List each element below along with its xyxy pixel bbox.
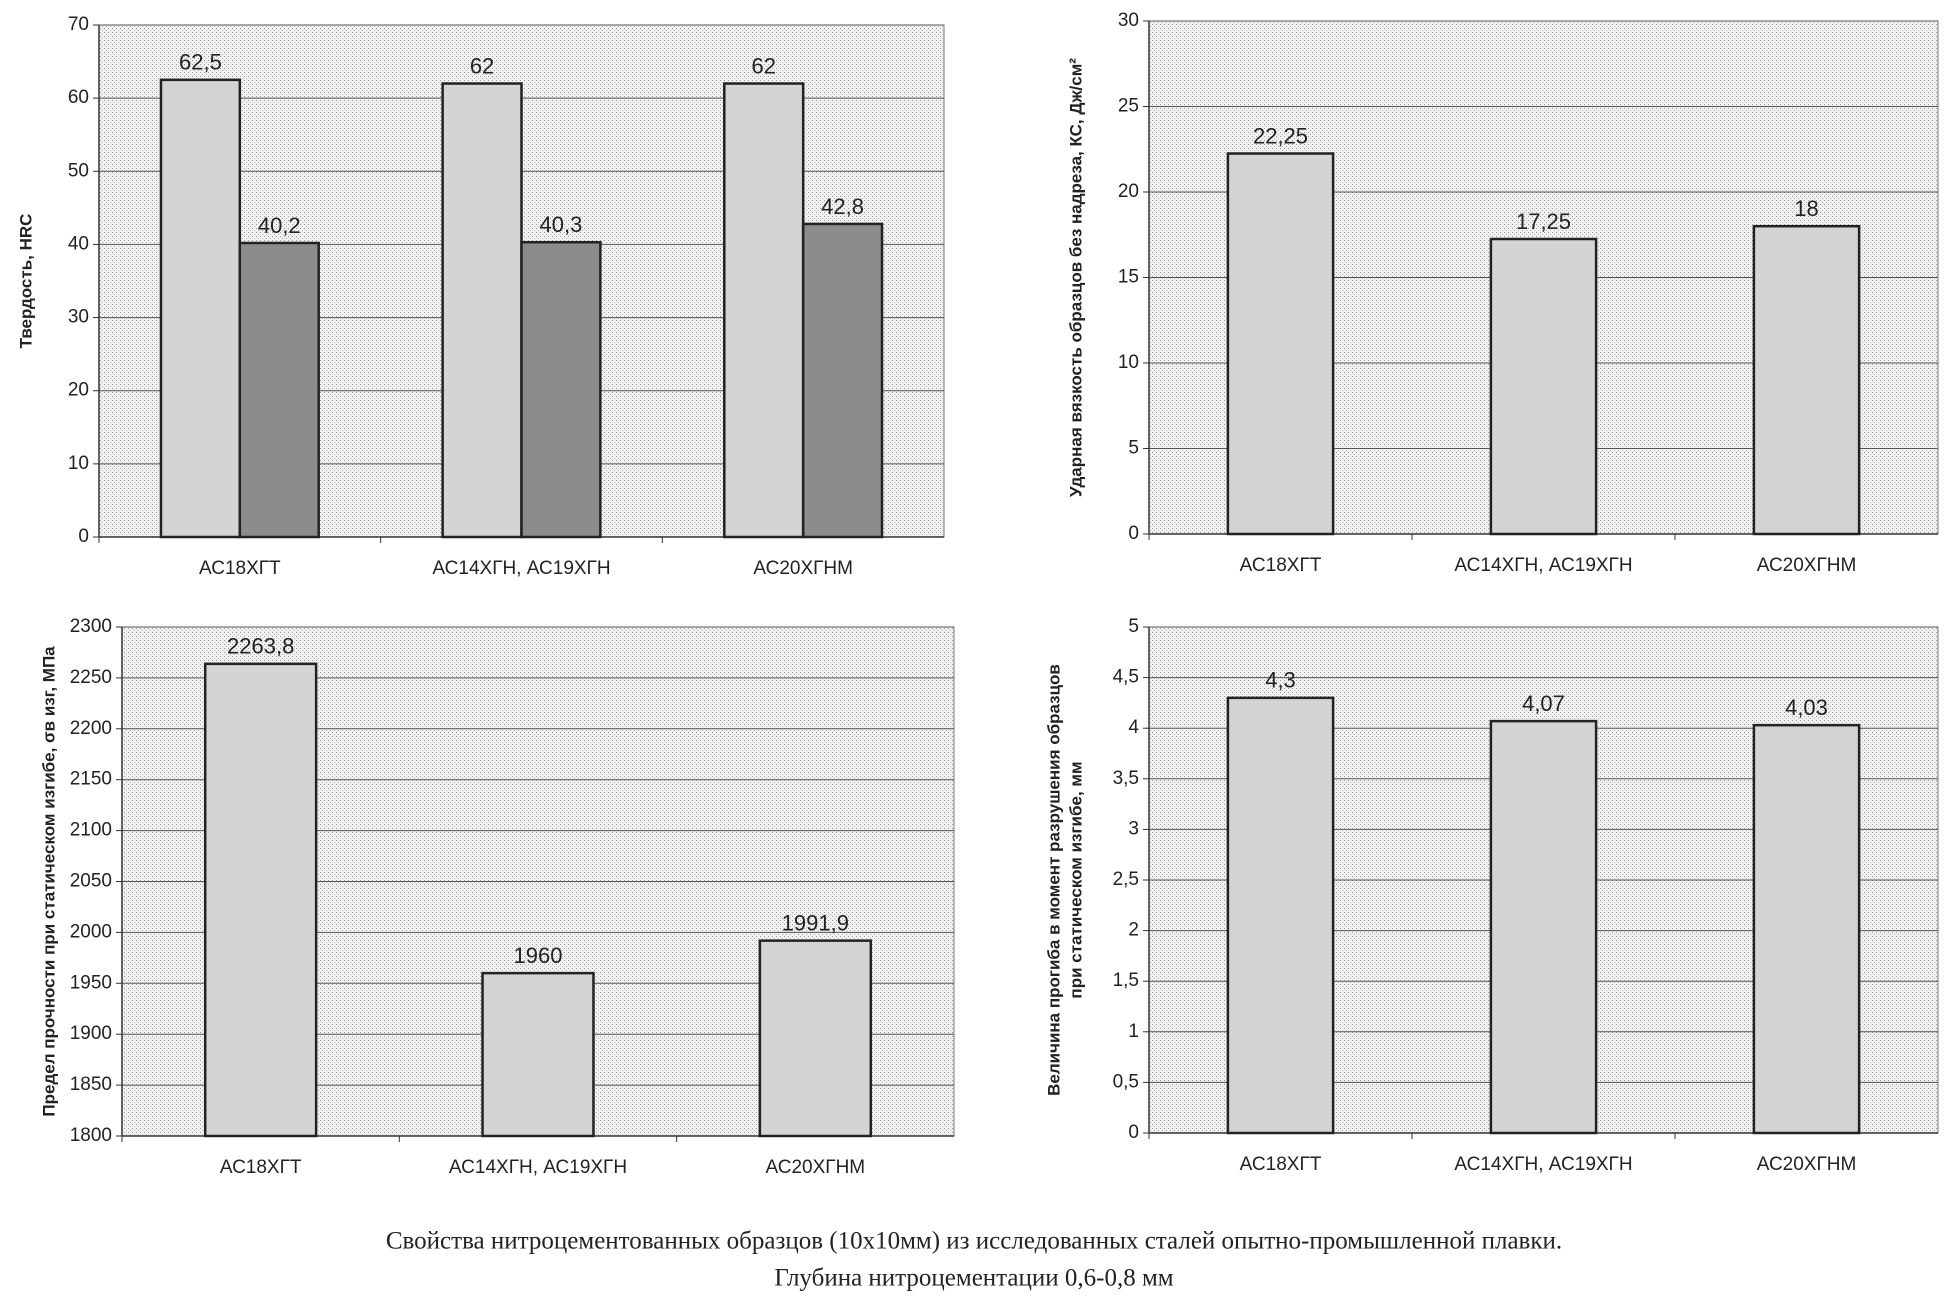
y-tick-label: 5 [1128,616,1139,637]
x-tick-label: АС20ХГНМ [766,1157,866,1178]
x-tick-label: АС18ХГТ [220,1157,302,1178]
value-label: 18 [1794,196,1818,221]
y-tick-label: 2 [1128,920,1139,941]
value-label: 40,3 [540,212,583,237]
y-axis-label: Твердость, HRC [16,214,35,349]
x-tick-label: АС18ХГТ [1240,555,1322,576]
bar [240,243,319,537]
caption: Свойства нитроцементованных образцов (10… [386,1228,1562,1255]
y-tick-label: 15 [1118,267,1139,288]
bar [1754,725,1859,1133]
x-tick-label: АС20ХГНМ [753,558,853,579]
value-label: 4,07 [1522,691,1565,716]
y-axis-label: Ударная вязкость образцов без надреза, К… [1066,58,1085,497]
value-label: 17,25 [1516,209,1571,234]
value-label: 1991,9 [782,910,849,935]
y-tick-label: 30 [1118,10,1139,31]
value-label: 2263,8 [227,634,294,659]
bar [483,973,594,1136]
y-tick-label: 2050 [70,871,112,892]
y-tick-label: 1 [1128,1021,1139,1042]
y-tick-label: 0 [1128,1122,1139,1143]
y-tick-label: 30 [68,307,89,328]
bar [443,84,522,537]
value-label: 4,03 [1785,695,1828,720]
y-tick-label: 2100 [70,820,112,841]
bar [161,80,240,537]
value-label: 62 [470,53,494,78]
x-tick-label: АС14ХГН, АС19ХГН [1454,555,1632,576]
x-tick-label: АС14ХГН, АС19ХГН [449,1157,627,1178]
y-tick-label: 20 [68,380,89,401]
y-tick-label: 70 [68,14,89,35]
value-label: 40,2 [258,213,301,238]
x-tick-label: АС14ХГН, АС19ХГН [432,558,610,579]
y-tick-label: 4 [1128,717,1139,738]
x-tick-label: АС20ХГНМ [1757,555,1857,576]
y-tick-label: 25 [1118,96,1139,117]
y-tick-label: 5 [1128,438,1139,459]
bar [760,941,871,1136]
y-tick-label: 50 [68,160,89,181]
y-tick-label: 1800 [70,1125,112,1146]
y-tick-label: 2,5 [1113,869,1139,890]
bar [1491,721,1596,1133]
y-tick-label: 3,5 [1113,768,1139,789]
y-tick-label: 2300 [70,616,112,637]
y-tick-label: 40 [68,233,89,254]
y-axis-label: при статическом изгибе, мм [1066,761,1085,998]
bar [1228,698,1333,1133]
bar [205,664,316,1136]
bar [803,224,882,537]
value-label: 62,5 [179,50,222,75]
y-tick-label: 2200 [70,718,112,739]
y-tick-label: 0 [1128,523,1139,544]
bar [1754,226,1859,534]
bar [1228,154,1333,534]
x-tick-label: АС18ХГТ [199,558,281,579]
y-tick-label: 4,5 [1113,667,1139,688]
y-tick-label: 60 [68,87,89,108]
y-axis-label: Величина прогиба в момент разрушения обр… [1044,664,1063,1096]
value-label: 22,25 [1253,123,1308,148]
value-label: 42,8 [821,194,864,219]
y-tick-label: 1900 [70,1023,112,1044]
caption: Глубина нитроцементации 0,6-0,8 мм [774,1265,1173,1292]
bar [522,242,601,537]
y-tick-label: 1950 [70,972,112,993]
y-tick-label: 10 [68,453,89,474]
y-tick-label: 2150 [70,769,112,790]
y-tick-label: 1,5 [1113,970,1139,991]
value-label: 62 [751,53,775,78]
value-label: 4,3 [1265,668,1296,693]
y-axis-label: Предел прочности при статическом изгибе,… [39,646,58,1117]
y-tick-label: 2250 [70,667,112,688]
x-tick-label: АС18ХГТ [1240,1154,1322,1175]
bar [724,84,803,537]
y-tick-label: 20 [1118,181,1139,202]
y-tick-label: 0 [78,526,89,547]
bar [1491,239,1596,534]
y-tick-label: 3 [1128,818,1139,839]
x-tick-label: АС14ХГН, АС19ХГН [1454,1154,1632,1175]
y-tick-label: 0,5 [1113,1071,1139,1092]
x-tick-label: АС20ХГНМ [1757,1154,1857,1175]
value-label: 1960 [514,943,563,968]
y-tick-label: 2000 [70,921,112,942]
y-tick-label: 10 [1118,352,1139,373]
y-tick-label: 1850 [70,1074,112,1095]
